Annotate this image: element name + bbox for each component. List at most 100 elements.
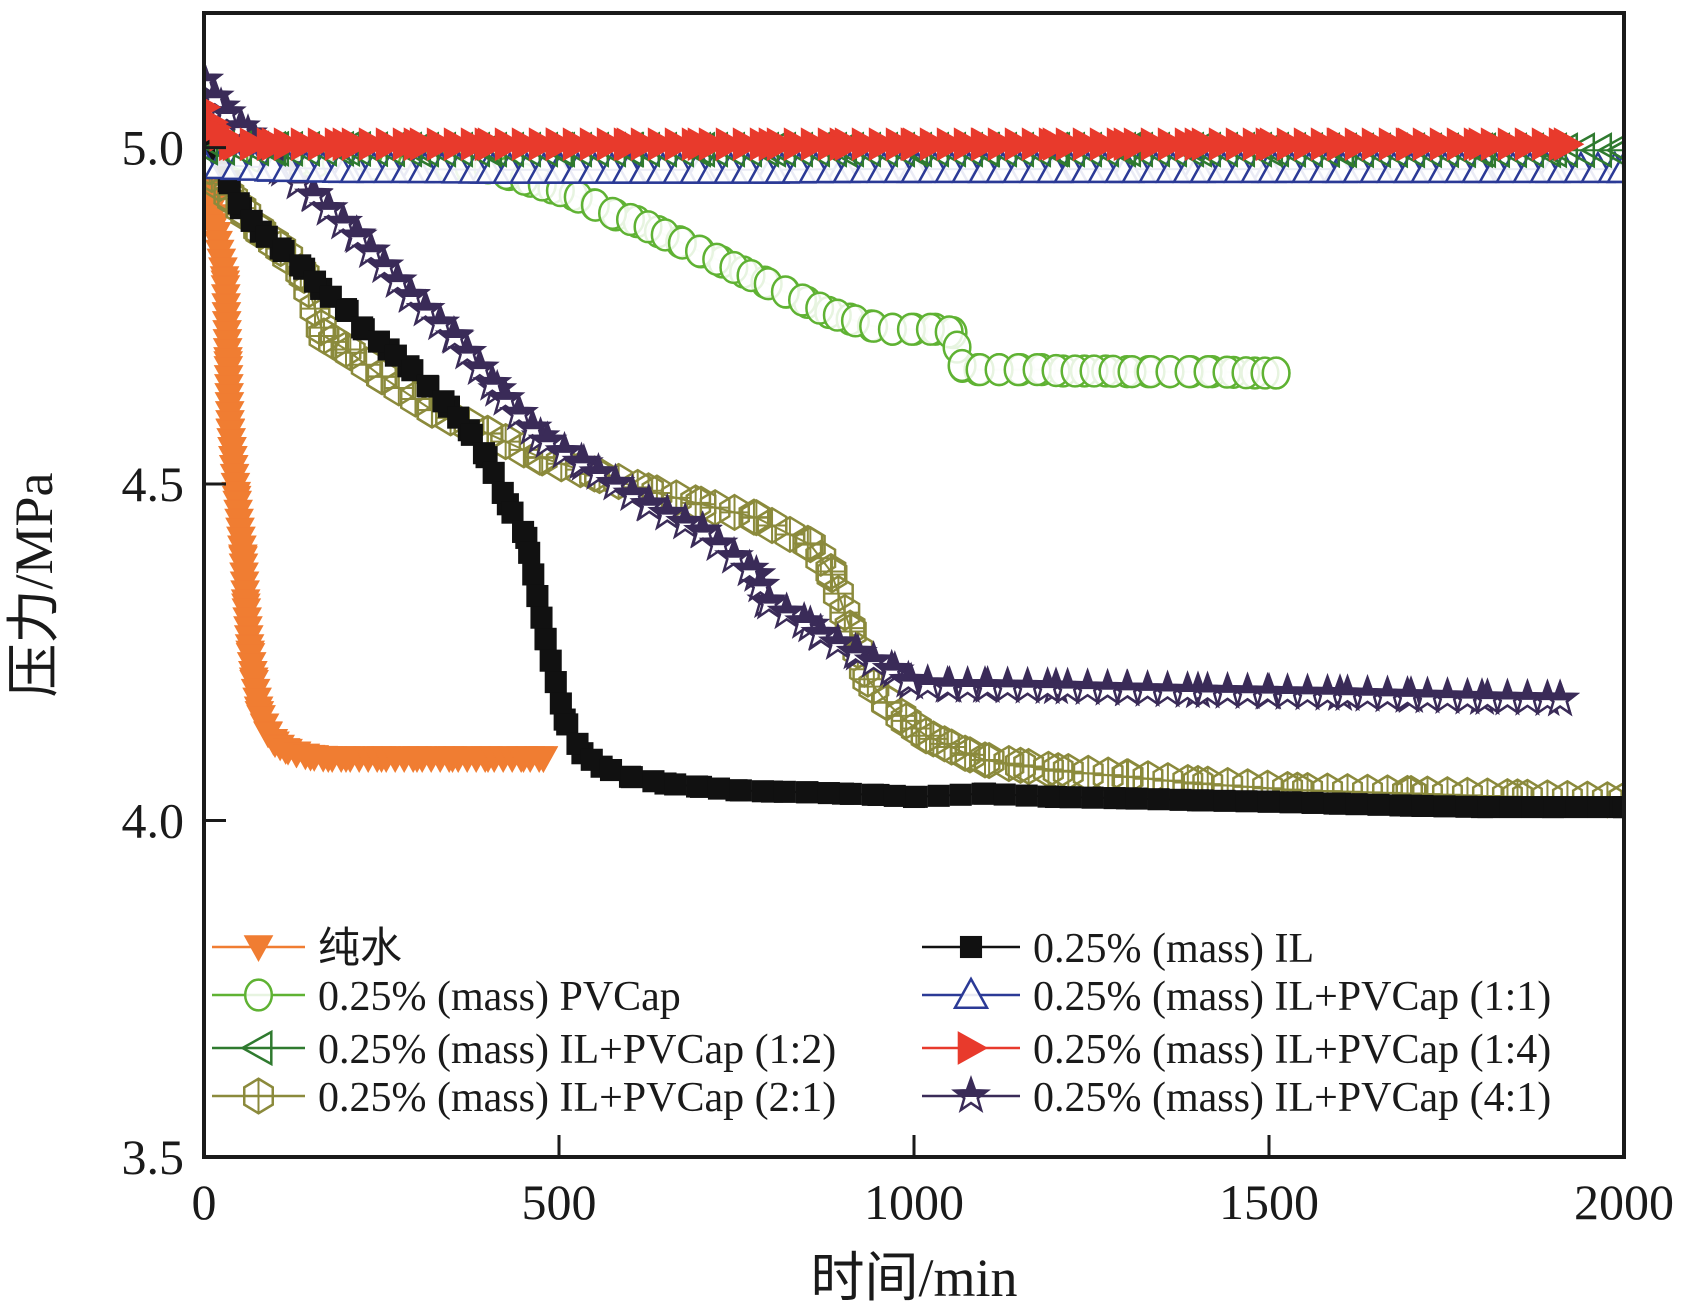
star-fill [632,487,666,506]
star-fill [326,205,360,224]
star-fill [702,526,735,546]
series-marker [1395,127,1427,162]
series-marker [698,127,730,162]
star-fill [565,445,598,464]
series-marker [613,127,645,162]
legend-item: 纯水 [212,926,402,972]
series-marker [1612,796,1624,819]
series-marker [1579,132,1613,169]
series-marker [1191,789,1214,812]
series-marker [1514,127,1546,162]
star-fill [821,625,855,645]
series-marker [580,748,603,771]
legend-label: 0.25% (mass) IL+PVCap (2:1) [318,1075,836,1121]
series-marker [1543,796,1566,819]
star-fill [367,248,401,268]
series-marker [227,192,250,215]
series-marker [499,392,539,431]
series-marker [800,127,832,162]
series-marker [544,430,585,469]
series-5 [204,145,1624,184]
series-marker [851,127,883,162]
star-fill [686,514,720,533]
star-fill [668,505,702,524]
series-marker [447,406,470,429]
series-marker [1412,127,1444,162]
y-tick-label: 4.0 [122,793,185,849]
legend-marker [243,935,274,963]
star-fill [475,366,509,385]
legend-label: 0.25% (mass) IL [1033,926,1314,972]
series-marker [1540,678,1581,717]
legend-item: 0.25% (mass) IL [922,926,1314,972]
series-marker [971,782,994,805]
legend-item: 0.25% (mass) IL+PVCap (4:1) [922,1075,1551,1121]
series-marker [1433,795,1456,818]
series-marker [460,423,483,446]
series-marker [561,441,602,480]
legend-marker [239,1029,273,1067]
series-marker [883,784,906,807]
series-marker [526,584,549,608]
star-fill [463,350,497,370]
series-marker [1605,150,1624,184]
series-marker [539,649,562,672]
star-fill [803,616,837,635]
star-fill [650,496,684,515]
series-marker [434,316,475,354]
series-marker [1081,786,1104,809]
series-marker [1013,747,1045,786]
legend-label: 0.25% (mass) IL+PVCap (1:2) [318,1027,836,1073]
star-fill [717,539,751,558]
star-fill [875,652,909,671]
x-tick-label: 500 [522,1174,597,1230]
star-fill [733,552,766,571]
series-marker [729,548,770,587]
x-tick-label: 1500 [1219,1174,1319,1230]
series-marker [1345,793,1368,816]
star-fill [354,233,388,253]
legend-label: 0.25% (mass) IL+PVCap (1:4) [1033,1027,1551,1073]
series-marker [1531,127,1563,162]
star-fill [381,263,415,283]
series-marker [839,782,862,805]
series-marker [917,720,949,758]
series-marker [1276,127,1308,162]
series-marker [522,563,545,586]
series-marker [612,473,653,512]
series-marker [1021,127,1053,162]
series-marker [1327,127,1359,162]
series-marker [1565,796,1588,819]
series-marker [366,358,398,396]
series-marker [987,127,1019,162]
series-marker [973,741,1005,780]
legend-marker [243,1077,274,1115]
y-tick-label: 3.5 [122,1129,185,1185]
series-marker [494,127,526,162]
star-fill [615,476,649,496]
legend-label: 纯水 [318,926,402,972]
series-marker [239,127,271,162]
series-marker [1463,127,1495,162]
series-marker [953,127,985,162]
series-marker [351,316,374,339]
legend: 纯水0.25% (mass) PVCap 0.25% (mass) IL+PVCa… [212,926,1551,1121]
legend-item: 0.25% (mass) IL+PVCap (1:2) [212,1027,836,1073]
series-marker [222,127,254,162]
star-fill [582,455,615,474]
star-fill [954,1078,988,1097]
series-marker [927,784,950,807]
star-fill [548,434,581,453]
series-marker [936,728,968,766]
series-marker [1499,796,1522,819]
series-marker [459,347,500,386]
series-marker [1072,127,1104,162]
series-marker [482,461,505,484]
legend-marker [243,978,274,1012]
series-marker [829,593,861,632]
series-marker [1213,789,1236,812]
series-marker [993,744,1025,783]
series-marker [1140,127,1172,162]
series-marker [534,628,557,651]
ticks-layer: 0 500 1000 1500 2000 3.5 4.0 4.5 5.0 [122,120,1675,1230]
